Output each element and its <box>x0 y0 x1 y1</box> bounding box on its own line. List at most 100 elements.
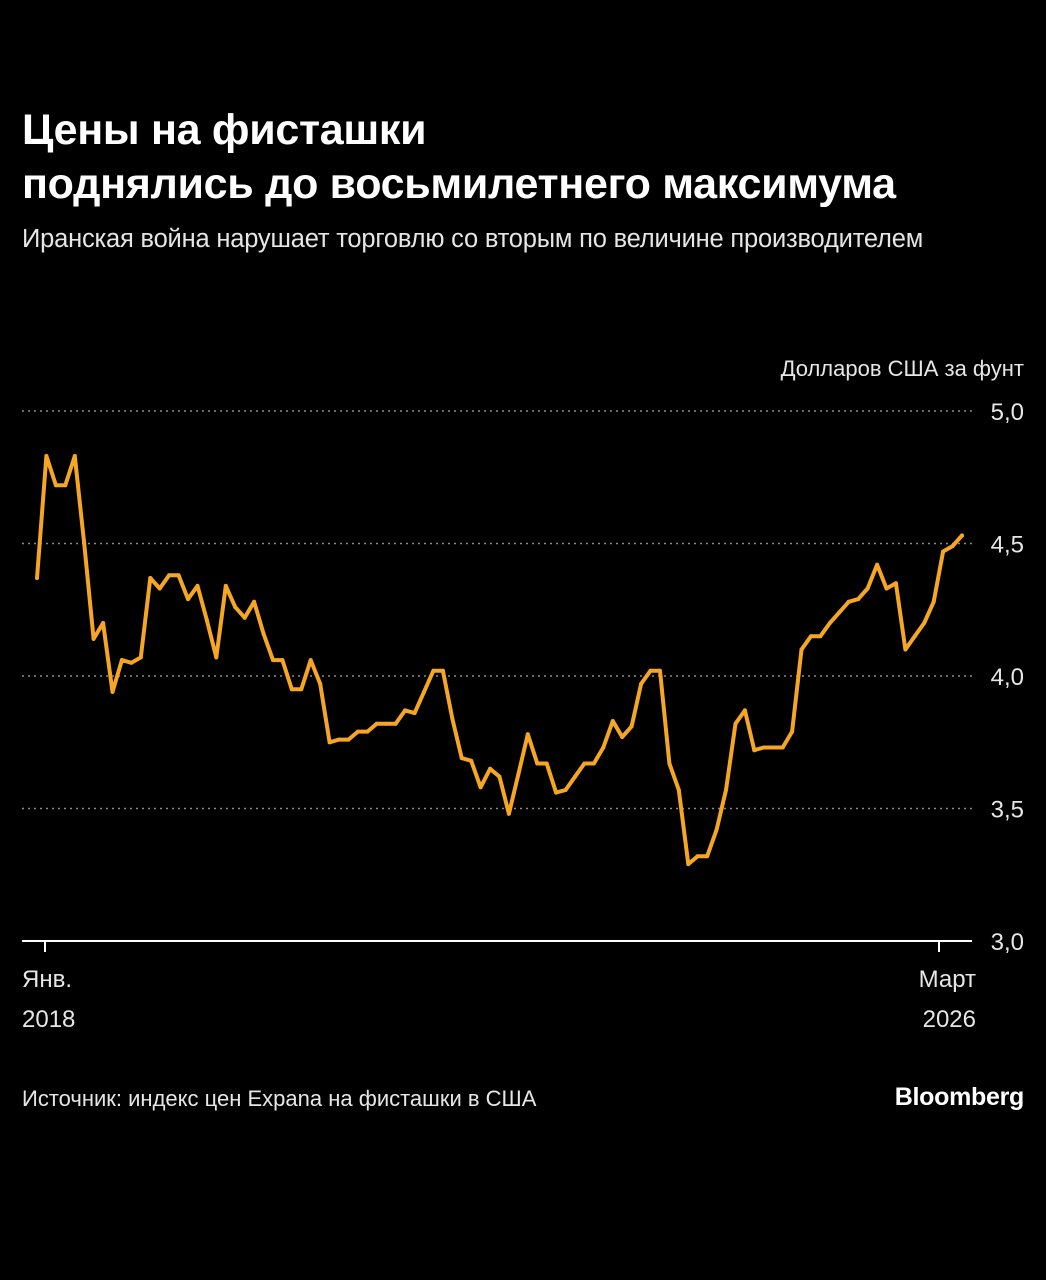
data-point <box>827 621 832 625</box>
chart-subtitle: Иранская война нарушает торговлю со втор… <box>22 225 924 253</box>
data-point <box>138 655 143 660</box>
data-point <box>629 724 634 729</box>
source-note: Источник: индекс цен Expana на фисташки … <box>22 1086 537 1111</box>
data-point <box>110 689 115 694</box>
data-point <box>875 562 880 567</box>
data-point <box>865 586 870 591</box>
data-point <box>469 758 474 763</box>
data-point <box>601 745 606 750</box>
data-point <box>403 708 408 713</box>
data-point <box>648 668 653 673</box>
data-point <box>516 772 521 777</box>
data-point <box>271 658 275 663</box>
data-point <box>790 729 795 734</box>
data-point <box>714 827 719 832</box>
data-point <box>157 586 162 591</box>
data-point <box>318 681 323 686</box>
data-point <box>610 719 615 723</box>
data-point <box>818 634 823 639</box>
data-point <box>705 854 710 859</box>
y-axis-unit-label: Долларов США за фунт <box>781 356 1024 381</box>
data-point <box>931 599 936 604</box>
data-point <box>809 634 813 639</box>
data-point <box>742 708 747 713</box>
data-point <box>119 658 124 663</box>
y-tick-label: 3,0 <box>991 929 1024 956</box>
data-point <box>733 721 738 726</box>
data-point <box>346 737 351 742</box>
data-point <box>327 740 332 745</box>
data-point <box>72 454 77 458</box>
data-point <box>252 599 257 604</box>
data-point <box>478 785 483 790</box>
data-point <box>35 576 39 580</box>
data-point <box>639 681 644 686</box>
data-point <box>912 634 917 639</box>
data-point <box>771 745 776 750</box>
data-point <box>176 573 181 578</box>
data-point <box>431 668 436 673</box>
data-point <box>761 745 766 750</box>
x-tick-label: 2026 <box>923 1006 976 1033</box>
y-axis-ticks: 3,0 3,5 4,0 4,5 5,0 <box>991 399 1024 956</box>
data-point <box>837 610 842 615</box>
data-point <box>53 483 58 488</box>
data-point <box>922 621 927 625</box>
chart-title-line-1: Цены на фисташки <box>22 106 427 154</box>
y-tick-label: 5,0 <box>991 399 1024 426</box>
data-point <box>846 599 851 604</box>
gridlines <box>22 410 972 942</box>
price-series-line <box>35 454 964 867</box>
data-point <box>44 454 49 458</box>
data-point <box>582 761 587 766</box>
data-point <box>261 631 266 636</box>
data-point <box>393 721 398 726</box>
data-point <box>667 761 672 766</box>
data-point <box>620 735 625 739</box>
data-point <box>488 766 493 771</box>
data-point <box>658 668 662 673</box>
chart-title: Цены на фисташки поднялись до восьмилетн… <box>22 103 1022 211</box>
data-point <box>960 533 964 538</box>
data-point <box>506 811 511 816</box>
data-point <box>195 583 200 588</box>
data-point <box>497 774 502 779</box>
data-point <box>204 618 209 623</box>
data-point <box>374 721 379 726</box>
data-point <box>535 761 540 766</box>
data-point <box>280 658 285 663</box>
data-point <box>459 756 464 761</box>
data-point <box>412 711 417 716</box>
data-point <box>82 541 87 546</box>
y-tick-label: 3,5 <box>991 797 1024 824</box>
data-point <box>941 549 946 554</box>
data-point <box>186 597 190 602</box>
data-point <box>676 788 681 792</box>
data-points <box>35 454 964 867</box>
data-point <box>893 581 898 586</box>
y-tick-label: 4,5 <box>991 532 1024 559</box>
data-point <box>554 790 559 795</box>
data-point <box>148 576 153 580</box>
chart-title-line-2: поднялись до восьмилетнего максимума <box>22 160 896 208</box>
data-point <box>544 761 549 766</box>
data-point <box>450 716 455 721</box>
data-point <box>91 636 96 641</box>
data-point <box>799 647 804 652</box>
x-tick-label: 2018 <box>22 1006 75 1033</box>
data-point <box>129 660 134 665</box>
data-point <box>337 737 341 742</box>
data-point <box>365 729 370 734</box>
data-point <box>884 586 889 591</box>
y-tick-label: 4,0 <box>991 664 1024 691</box>
data-point <box>242 615 247 620</box>
x-axis: Янв. 2018 Март 2026 <box>22 941 976 1033</box>
data-point <box>440 668 445 673</box>
data-point <box>384 721 389 726</box>
data-point <box>686 862 691 867</box>
data-point <box>591 761 596 766</box>
data-point <box>422 689 426 694</box>
data-point <box>233 605 238 610</box>
data-point <box>573 774 577 779</box>
